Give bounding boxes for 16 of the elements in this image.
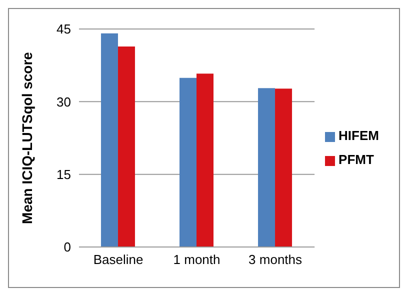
legend-label: PFMT: [338, 152, 374, 167]
x-tick-label: 1 month: [173, 252, 220, 268]
y-tick-label: 45: [56, 22, 71, 37]
x-tick-label: 3 months: [248, 252, 303, 268]
y-axis-title: Mean ICIQ-LUTSqol score: [18, 52, 35, 224]
bar: [100, 33, 118, 247]
x-tick-label: Baseline: [93, 252, 144, 268]
y-tick-label: 0: [64, 240, 71, 255]
y-tick-label: 15: [56, 166, 71, 182]
legend-label: HIFEM: [338, 128, 379, 143]
bar: [275, 88, 292, 247]
y-tick-label: 30: [56, 94, 71, 110]
bar: [196, 74, 214, 247]
bar: [180, 78, 196, 247]
bar: [258, 88, 276, 247]
bar: [118, 46, 135, 247]
